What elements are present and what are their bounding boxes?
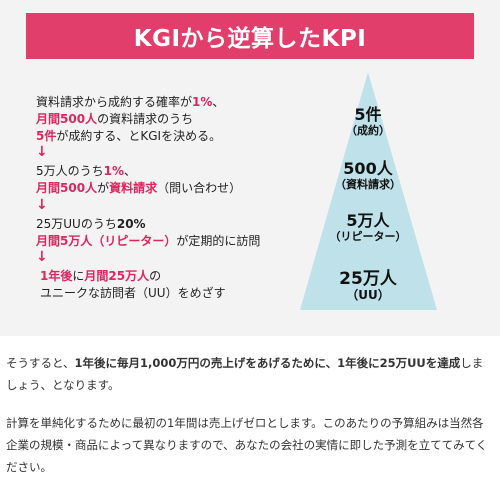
- text: が: [97, 181, 110, 195]
- text: そうすると、: [6, 356, 75, 370]
- step-inquiry: 5万人のうち1%、 月間500人が資料請求（問い合わせ）: [36, 163, 241, 197]
- text: 5万人のうち: [36, 164, 104, 178]
- text: 25万UUのうち: [36, 217, 117, 231]
- step-inquiry-line1: 5万人のうち1%、: [36, 163, 241, 180]
- tier-repeaters-value: 5万人: [346, 211, 390, 230]
- highlight-contracts: 5件: [36, 129, 57, 143]
- step-kgi: 資料請求から成約する確率が1%、 月間500人の資料請求のうち 5件が成約する、…: [36, 94, 224, 145]
- highlight-monthly: 月間500人: [36, 181, 98, 195]
- note-paragraph: 計算を単純化するために最初の1年間は売上げゼロとします。このあたりの予算組みは当…: [6, 416, 488, 474]
- pyramid-shape: [300, 72, 437, 310]
- text: の: [149, 269, 162, 283]
- tier-contracts-value: 5件: [354, 105, 382, 124]
- text: 、: [124, 164, 137, 178]
- summary-paragraph: そうすると、1年後に毎月1,000万円の売上げをあげるために、1年後に25万UU…: [6, 352, 494, 396]
- text: に: [72, 269, 85, 283]
- step-repeater-line2: 月間5万人（リピーター）が定期的に訪問: [36, 233, 260, 250]
- down-arrow-icon: ↓: [36, 144, 48, 160]
- text: 資料請求から成約する確率が: [36, 95, 193, 109]
- highlight-rate: 20%: [116, 217, 146, 231]
- step-kgi-line3: 5件が成約する、とKGIを決める。: [36, 128, 224, 145]
- kpi-infographic: KGIから逆算したKPI 資料請求から成約する確率が1%、 月間500人の資料請…: [0, 0, 500, 336]
- text: しましょう、となります。: [6, 356, 484, 392]
- step-uu-line1: 1年後に月間25万人の: [40, 268, 226, 285]
- down-arrow-icon: ↓: [36, 249, 48, 265]
- step-uu-line2: ユニークな訪問者（UU）をめざす: [40, 286, 226, 300]
- tier-contracts-label: （成約）: [346, 124, 390, 137]
- step-inquiry-line2: 月間500人が資料請求（問い合わせ）: [36, 180, 241, 197]
- highlight-year: 1年後: [40, 269, 73, 283]
- step-kgi-line2: 月間500人の資料請求のうち: [36, 111, 224, 128]
- highlight-monthly: 月間500人: [36, 112, 98, 126]
- step-repeater-line1: 25万UUのうち20%: [36, 216, 260, 233]
- highlight-repeaters: 月間5万人（リピーター）: [36, 234, 177, 248]
- steps-column: 資料請求から成約する確率が1%、 月間500人の資料請求のうち 5件が成約する、…: [0, 0, 290, 336]
- highlight-goal: 1年後に毎月1,000万円の売上げをあげるために、1年後に25万UUを達成: [74, 356, 461, 370]
- highlight-rate: 1%: [103, 164, 125, 178]
- infographic-title: KGIから逆算したKPI: [133, 26, 367, 52]
- tier-inquiries-label: （資料請求）: [335, 178, 401, 191]
- down-arrow-icon: ↓: [36, 197, 48, 213]
- tier-inquiries-value: 500人: [343, 159, 393, 178]
- highlight-rate: 1%: [192, 95, 213, 109]
- tier-repeaters-label: （リピーター）: [329, 230, 407, 243]
- step-uu: 1年後に月間25万人の ユニークな訪問者（UU）をめざす: [40, 268, 226, 302]
- highlight-inquiry: 資料請求: [109, 181, 158, 195]
- text: （問い合わせ）: [157, 181, 242, 195]
- text: が定期的に訪問: [176, 234, 261, 248]
- text: が成約する、とKGIを決める。: [56, 129, 222, 143]
- text: の資料請求のうち: [97, 112, 194, 126]
- text: 、: [212, 95, 225, 109]
- tier-uu-label: （UU）: [346, 288, 390, 302]
- step-repeater: 25万UUのうち20% 月間5万人（リピーター）が定期的に訪問: [36, 216, 260, 250]
- title-banner: KGIから逆算したKPI: [26, 13, 474, 59]
- kpi-pyramid: [300, 72, 437, 310]
- step-kgi-line1: 資料請求から成約する確率が1%、: [36, 94, 224, 111]
- highlight-monthly-uu: 月間25万人: [84, 269, 150, 283]
- tier-uu-value: 25万人: [339, 269, 397, 289]
